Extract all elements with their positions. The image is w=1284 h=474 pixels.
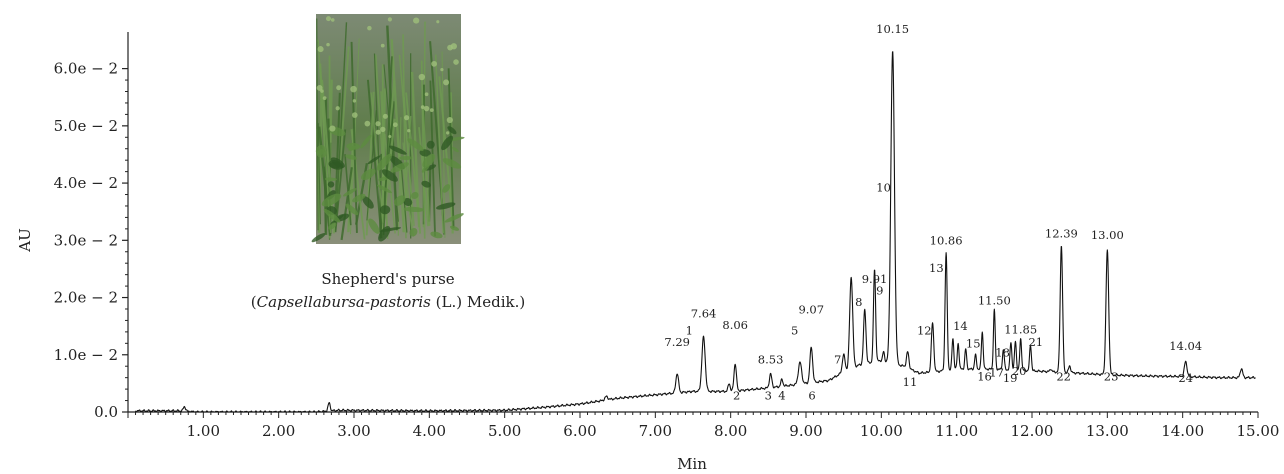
y-axis: 0.0 1.0e − 2 2.0e − 2 3.0e − 2 4.0e − 2 5.0e …	[54, 32, 129, 421]
peak-label: 13	[929, 261, 944, 275]
peak-label: 24	[1178, 371, 1193, 385]
y-axis-title: AU	[16, 228, 34, 252]
x-tick-label: 2.00	[262, 422, 295, 440]
peak-label: 9.91	[862, 272, 888, 286]
x-tick-label: 12.00	[1011, 422, 1054, 440]
peak-label: 10.15	[876, 22, 909, 36]
peak-label: 16	[977, 370, 992, 384]
peak-label: 13.00	[1091, 228, 1124, 242]
peak-label: 4	[778, 388, 785, 402]
peak-label: 3	[765, 388, 772, 402]
x-tick-label: 6.00	[563, 422, 596, 440]
chromatogram-line	[135, 51, 1256, 413]
x-tick-label: 3.00	[337, 422, 370, 440]
x-tick-label: 1.00	[187, 422, 220, 440]
peak-label: 9	[876, 284, 883, 298]
y-tick-label: 3.0e − 2	[54, 231, 118, 249]
x-tick-label: 9.00	[789, 422, 822, 440]
y-tick-label: 2.0e − 2	[54, 289, 118, 307]
peak-labels: 7.297.64 1 8.06 2 8.53 3 4 59.07 6 7 89.919 10 10.15…	[664, 22, 1202, 402]
y-tick-label: 6.0e − 2	[54, 60, 118, 78]
peak-label: 19	[1003, 371, 1018, 385]
y-tick-label: 1.0e − 2	[54, 346, 118, 364]
x-tick-label: 4.00	[413, 422, 446, 440]
peak-label: 6	[808, 388, 815, 402]
chromatogram-series	[135, 51, 1256, 413]
peak-label: 8	[855, 295, 862, 309]
peak-label: 2	[733, 388, 740, 402]
x-tick-label: 7.00	[639, 422, 672, 440]
peak-label: 18	[995, 345, 1010, 359]
y-tick-label: 5.0e − 2	[54, 117, 118, 135]
x-tick-label: 15.00	[1237, 422, 1280, 440]
peak-label: 12	[917, 324, 932, 338]
x-tick-label: 11.00	[935, 422, 978, 440]
plant-photo	[311, 14, 465, 244]
peak-label: 7.64	[691, 307, 717, 321]
y-tick-label: 4.0e − 2	[54, 174, 118, 192]
photo-caption-line2: (Capsellabursa-pastoris (L.) Medik.)	[251, 293, 525, 311]
peak-label: 9.07	[798, 303, 824, 317]
x-tick-label: 10.00	[860, 422, 903, 440]
x-tick-label: 14.00	[1161, 422, 1204, 440]
x-axis: 1.00 2.00 3.00 4.00 5.00 6.00 7.00 8.00 9.00 10.0…	[127, 411, 1280, 440]
peak-label: 8.06	[722, 318, 748, 332]
peak-label: 22	[1056, 370, 1071, 384]
peak-label: 5	[791, 324, 798, 338]
peak-label: 8.53	[758, 352, 784, 366]
peak-label: 11.85	[1004, 323, 1037, 337]
peak-label: 20	[1012, 364, 1027, 378]
peak-label: 21	[1028, 335, 1043, 349]
peak-label: 10.86	[930, 233, 963, 247]
peak-label: 14	[953, 319, 968, 333]
x-axis-title: Min	[677, 455, 707, 473]
peak-label: 1	[686, 324, 693, 338]
x-tick-label: 13.00	[1086, 422, 1129, 440]
peak-label: 10	[876, 181, 891, 195]
peak-label: 7.29	[664, 335, 690, 349]
peak-label: 7	[834, 352, 841, 366]
peak-label: 14.04	[1169, 339, 1202, 353]
peak-label: 15	[966, 336, 981, 350]
photo-caption-line1: Shepherd's purse	[321, 270, 454, 288]
peak-label: 17	[989, 366, 1004, 380]
peak-label: 11.50	[978, 293, 1011, 307]
peak-label: 11	[903, 375, 918, 389]
y-tick-label: 0.0	[94, 403, 118, 421]
x-tick-label: 5.00	[488, 422, 521, 440]
peak-label: 12.39	[1045, 226, 1078, 240]
x-tick-label: 8.00	[714, 422, 747, 440]
peak-label: 23	[1104, 370, 1119, 384]
